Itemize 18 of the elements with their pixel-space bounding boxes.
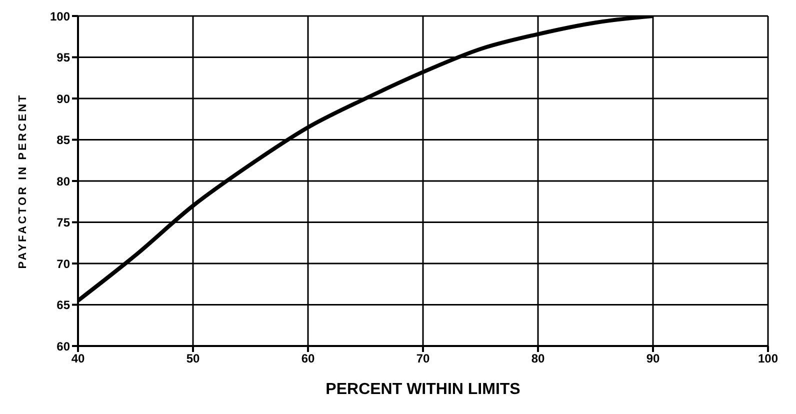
y-tick-label: 90 [56, 92, 70, 106]
x-axis-title: PERCENT WITHIN LIMITS [326, 381, 521, 398]
x-tick-label: 100 [758, 352, 778, 366]
x-tick-label: 70 [416, 352, 430, 366]
x-tick-label: 50 [186, 352, 200, 366]
x-tick-label: 90 [646, 352, 660, 366]
x-tick-label: 80 [531, 352, 545, 366]
x-tick-label: 40 [71, 352, 85, 366]
y-tick-label: 85 [56, 133, 70, 148]
y-axis-title: PAYFACTOR IN PERCENT [16, 93, 29, 269]
y-tick-label: 75 [56, 216, 70, 230]
y-tick-label: 80 [56, 174, 70, 188]
x-tick-label: 60 [301, 352, 315, 366]
y-tick-label: 70 [56, 256, 70, 271]
y-tick-label: 60 [56, 339, 70, 354]
y-tick-label: 95 [56, 50, 70, 65]
y-tick-label: 100 [50, 9, 70, 24]
y-tick-label: 65 [56, 298, 70, 312]
